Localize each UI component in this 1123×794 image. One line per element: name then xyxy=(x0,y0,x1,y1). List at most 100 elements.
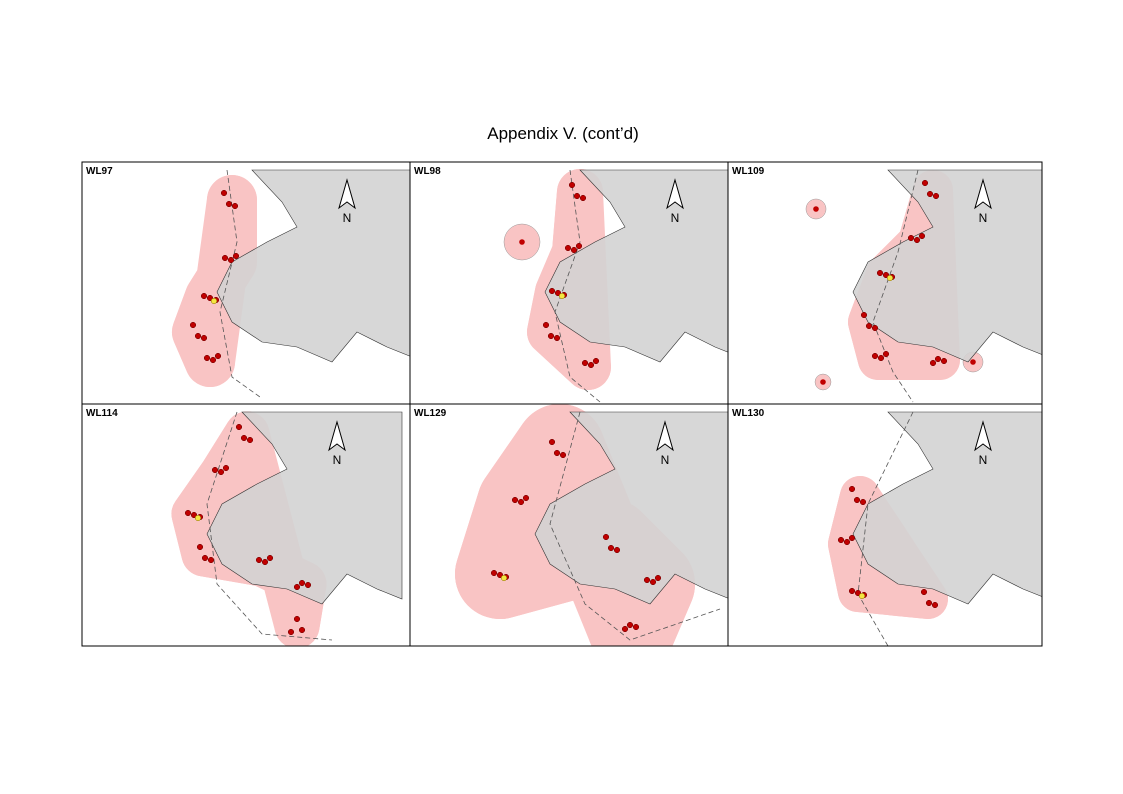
sighting-dot xyxy=(570,246,578,254)
land xyxy=(534,411,728,605)
sighting-dot xyxy=(517,498,525,506)
sighting-dot xyxy=(602,533,610,541)
sighting-dot xyxy=(298,579,306,587)
sighting-dot xyxy=(970,359,976,365)
sighting-dot xyxy=(929,359,937,367)
land xyxy=(206,411,403,605)
sighting-dot xyxy=(519,239,525,245)
sighting-dot xyxy=(209,356,217,364)
sighting-dot xyxy=(293,583,301,591)
land xyxy=(544,169,728,363)
panel-label: WL98 xyxy=(414,166,441,177)
north-arrow xyxy=(974,178,992,210)
panels: WL97 N WL98 N WL109 N WL114 N WL129 N WL130 N xyxy=(81,161,1043,647)
boundary-line xyxy=(872,169,919,403)
sighting-dot xyxy=(649,578,657,586)
sighting-dot xyxy=(882,271,890,279)
buffer-zone xyxy=(828,476,948,619)
north-arrow xyxy=(656,420,674,452)
map-content xyxy=(171,411,403,646)
land xyxy=(852,169,1042,363)
sighting-dot xyxy=(913,236,921,244)
map-content xyxy=(172,169,410,398)
sighting-dot xyxy=(227,256,235,264)
sighting-dot xyxy=(920,588,928,596)
sighting-dot xyxy=(587,361,595,369)
map-content xyxy=(828,411,1042,646)
sighting-dot xyxy=(490,569,498,577)
map-panel: WL97 N xyxy=(81,161,411,405)
panel-label: WL109 xyxy=(732,166,765,177)
sighting-dot xyxy=(200,334,208,342)
sighting-dot xyxy=(921,179,929,187)
boundary-line xyxy=(857,411,914,646)
north-arrow xyxy=(666,178,684,210)
sighting-dot xyxy=(542,321,550,329)
sighting-dot xyxy=(859,498,867,506)
map-content xyxy=(455,404,728,646)
sighting-dot xyxy=(194,332,202,340)
sighting-dot xyxy=(581,359,589,367)
sighting-dot xyxy=(189,321,197,329)
sighting-dot xyxy=(813,206,819,212)
sighting-dot xyxy=(592,357,600,365)
sighting-dot xyxy=(934,355,942,363)
boundary-line xyxy=(206,411,333,641)
sighting-dot xyxy=(621,625,629,633)
sighting-dot xyxy=(926,190,934,198)
sighting-dot xyxy=(632,623,640,631)
sighting-dot xyxy=(220,189,228,197)
sighting-dot xyxy=(547,332,555,340)
sighting-dot xyxy=(564,244,572,252)
boundary-line xyxy=(219,169,261,398)
sighting-dot xyxy=(579,194,587,202)
sighting-dot xyxy=(871,352,879,360)
sighting-dot xyxy=(548,438,556,446)
sighting-dot xyxy=(511,496,519,504)
sighting-dot xyxy=(925,599,933,607)
sighting-dot xyxy=(246,436,254,444)
panel-label: WL130 xyxy=(732,408,765,419)
sighting-dot xyxy=(232,252,240,260)
sighting-dot xyxy=(848,534,856,542)
map-panel: WL98 N xyxy=(409,161,729,405)
sighting-dot xyxy=(848,485,856,493)
panel-label: WL129 xyxy=(414,408,447,419)
sighting-dot xyxy=(293,615,301,623)
north-label: N xyxy=(671,211,680,225)
map-panel: WL109 N xyxy=(727,161,1043,405)
sighting-dot xyxy=(882,350,890,358)
sighting-dot xyxy=(207,556,215,564)
sighting-dot xyxy=(940,357,948,365)
sighting-dot xyxy=(607,544,615,552)
sighting-dot xyxy=(196,543,204,551)
sighting-dot xyxy=(221,254,229,262)
highlight-dot xyxy=(194,514,202,522)
highlight-dot xyxy=(886,274,894,282)
sighting-dot xyxy=(877,354,885,362)
sighting-dot xyxy=(548,287,556,295)
sighting-dot xyxy=(184,509,192,517)
sighting-dot xyxy=(568,181,576,189)
sighting-dot xyxy=(222,464,230,472)
land xyxy=(216,169,410,363)
sighting-dot xyxy=(848,587,856,595)
sighting-dot xyxy=(853,496,861,504)
sighting-dot xyxy=(559,451,567,459)
boundary-line xyxy=(554,169,601,403)
sighting-dot xyxy=(865,322,873,330)
north-label: N xyxy=(333,453,342,467)
highlight-dot xyxy=(210,297,218,305)
sighting-dot xyxy=(553,334,561,342)
highlight-dot xyxy=(858,592,866,600)
sighting-dot xyxy=(496,571,504,579)
map-content xyxy=(503,169,728,403)
sighting-dot xyxy=(843,538,851,546)
sighting-dot xyxy=(553,449,561,457)
sighting-dot xyxy=(575,242,583,250)
sighting-dot xyxy=(876,269,884,277)
sighting-dot xyxy=(907,234,915,242)
sighting-dot xyxy=(837,536,845,544)
highlight-dot xyxy=(500,574,508,582)
